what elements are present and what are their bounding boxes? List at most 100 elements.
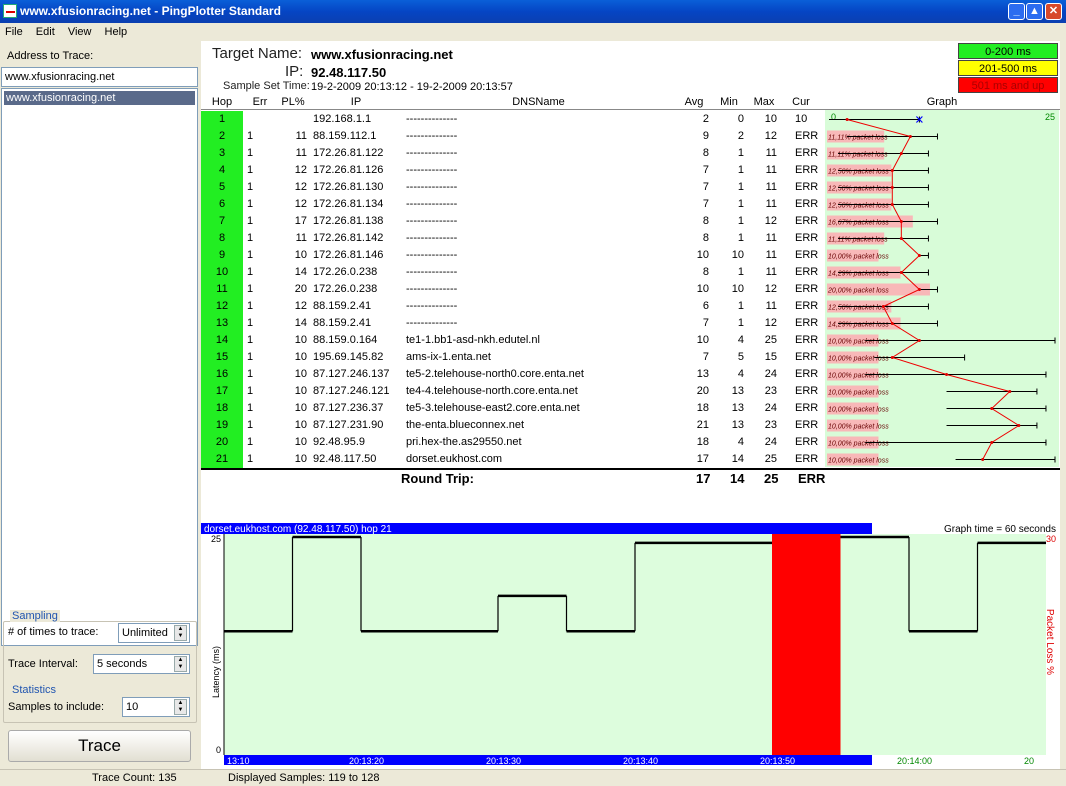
sampling-group (3, 621, 197, 723)
ip-cell: 92.48.117.50 (313, 453, 377, 465)
menu-file[interactable]: File (5, 26, 23, 38)
pl-cell: 11 (295, 147, 307, 159)
times-input[interactable]: Unlimited ▲ ▼ (118, 623, 190, 643)
cur-cell: ERR (795, 419, 819, 431)
col-hop[interactable]: Hop (211, 96, 233, 108)
ip-cell: 88.159.0.164 (313, 334, 378, 346)
table-row[interactable]: 20 1 10 92.48.95.9 pri.hex-the.as29550.net 18… (201, 434, 1060, 451)
hop-cell: 19 (201, 417, 243, 434)
address-list-item[interactable]: www.xfusionracing.net (4, 91, 195, 105)
hop-cell: 2 (201, 128, 243, 145)
col-avg[interactable]: Avg (684, 96, 704, 108)
dns-cell: te5-2.telehouse-north0.core.enta.net (406, 368, 584, 380)
col-cur[interactable]: Cur (792, 96, 810, 108)
table-row[interactable]: 7 1 17 172.26.81.138 -------------- 8 1 12 ERR (201, 213, 1060, 230)
col-pl[interactable]: PL% (281, 96, 305, 108)
table-row[interactable]: 11 1 20 172.26.0.238 -------------- 10 10 12 ERR (201, 281, 1060, 298)
times-spinner[interactable]: ▲ ▼ (174, 625, 187, 641)
table-row[interactable]: 18 1 10 87.127.236.37 te5-3.telehouse-east2.… (201, 400, 1060, 417)
col-err[interactable]: Err (252, 96, 268, 108)
pl-cell: 10 (294, 368, 307, 380)
interval-input[interactable]: 5 seconds ▲ ▼ (93, 654, 190, 674)
max-cell: 12 (764, 215, 777, 227)
time-graph[interactable]: dorset.eukhost.com (92.48.117.50) hop 21… (201, 522, 1060, 768)
minimize-button[interactable]: _ (1008, 3, 1025, 20)
address-label: Address to Trace: (7, 50, 94, 62)
table-row[interactable]: 3 1 11 172.26.81.122 -------------- 8 1 11 ERR (201, 145, 1060, 162)
samples-spinner[interactable]: ▲ ▼ (174, 699, 187, 715)
hop-cell: 20 (201, 434, 243, 451)
max-cell: 11 (765, 266, 777, 278)
table-row[interactable]: 2 1 11 88.159.112.1 -------------- 9 2 12 ERR (201, 128, 1060, 145)
address-list[interactable]: www.xfusionracing.net (1, 88, 198, 646)
max-cell: 11 (765, 164, 777, 176)
table-row[interactable]: 12 1 12 88.159.2.41 -------------- 6 1 11 ERR (201, 298, 1060, 315)
trace-button[interactable]: Trace (8, 730, 191, 762)
err-cell: 1 (247, 436, 254, 448)
max-cell: 25 (764, 334, 777, 346)
pl-cell: 10 (294, 385, 307, 397)
col-graph[interactable]: Graph (926, 96, 958, 108)
samples-input[interactable]: 10 ▲ ▼ (122, 697, 190, 717)
table-row[interactable]: 21 1 10 92.48.117.50 dorset.eukhost.com 17 14 2… (201, 451, 1060, 468)
cur-cell: 10 (795, 113, 808, 125)
col-ip[interactable]: IP (350, 96, 362, 108)
pl-cell: 10 (294, 249, 307, 261)
menu-help[interactable]: Help (104, 26, 128, 38)
table-row[interactable]: 4 1 12 172.26.81.126 -------------- 7 1 11 ERR (201, 162, 1060, 179)
interval-spinner[interactable]: ▲ ▼ (174, 656, 187, 672)
loss-label: 10,00% packet loss (828, 441, 889, 448)
table-row[interactable]: 19 1 10 87.127.231.90 the-enta.blueconnex.ne… (201, 417, 1060, 434)
hop-cell: 10 (201, 264, 243, 281)
pl-cell: 10 (294, 402, 307, 414)
ip-cell: 88.159.2.41 (313, 300, 372, 312)
col-min[interactable]: Min (720, 96, 738, 108)
y-min-label: 0 (216, 745, 221, 755)
col-max[interactable]: Max (753, 96, 775, 108)
table-row[interactable]: 17 1 10 87.127.246.121 te4-4.telehouse-north… (201, 383, 1060, 400)
err-cell: 1 (247, 300, 254, 312)
table-row[interactable]: 5 1 12 172.26.81.130 -------------- 7 1 11 ERR (201, 179, 1060, 196)
ip-cell: 172.26.81.122 (313, 147, 384, 159)
cur-marker (915, 116, 923, 123)
hop-cell: 4 (201, 162, 243, 179)
table-row[interactable]: 15 1 10 195.69.145.82 ams-ix-1.enta.net 7 5 15 E… (201, 349, 1060, 366)
table-row[interactable]: 16 1 10 87.127.246.137 te5-2.telehouse-north… (201, 366, 1060, 383)
min-cell: 1 (737, 147, 744, 159)
table-row[interactable]: 14 1 10 88.159.0.164 te1-1.bb1-asd-nkh.edute… (201, 332, 1060, 349)
max-cell: 23 (764, 385, 777, 397)
col-dnsname[interactable]: DNSName (512, 96, 565, 108)
table-row[interactable]: 8 1 11 172.26.81.142 -------------- 8 1 11 ERR (201, 230, 1060, 247)
graph-scale-min: 0 (831, 112, 836, 122)
loss-bar (827, 419, 879, 432)
avg-cell: 7 (702, 317, 709, 329)
max-cell: 24 (764, 368, 777, 380)
x-tick-label: 20:13:30 (486, 756, 521, 766)
max-cell: 10 (764, 113, 777, 125)
hop-cell: 7 (201, 213, 243, 230)
menu-edit[interactable]: Edit (35, 26, 55, 38)
menu-view[interactable]: View (67, 26, 92, 38)
max-cell: 12 (764, 283, 777, 295)
table-row[interactable]: 6 1 12 172.26.81.134 -------------- 7 1 11 ERR (201, 196, 1060, 213)
dns-cell: -------------- (406, 113, 458, 125)
table-row[interactable]: 1 192.168.1.1 -------------- 2 0 10 10 (201, 111, 1060, 128)
hop-cell: 16 (201, 366, 243, 383)
table-row[interactable]: 9 1 10 172.26.81.146 -------------- 10 10 11 ERR (201, 247, 1060, 264)
maximize-button[interactable]: ▲ (1026, 3, 1043, 20)
address-input[interactable]: www.xfusionracing.net (1, 67, 198, 87)
loss-label: 10,00% packet loss (828, 339, 889, 346)
ip-cell: 87.127.231.90 (313, 419, 384, 431)
avg-cell: 2 (702, 113, 709, 125)
table-row[interactable]: 13 1 14 88.159.2.41 -------------- 7 1 12 ERR (201, 315, 1060, 332)
target-label: Target Name: (212, 45, 303, 62)
loss-label: 11,11% packet loss (828, 237, 888, 244)
close-button[interactable]: ✕ (1045, 3, 1062, 20)
hop-cell: 1 (201, 111, 243, 128)
ip-cell: 172.26.81.146 (313, 249, 384, 261)
max-cell: 11 (765, 249, 777, 261)
x-tick-label: 20:13:50 (760, 756, 795, 766)
table-row[interactable]: 10 1 14 172.26.0.238 -------------- 8 1 11 ERR (201, 264, 1060, 281)
sample-time-label: Sample Set Time: (223, 80, 310, 92)
cur-cell: ERR (795, 317, 819, 329)
